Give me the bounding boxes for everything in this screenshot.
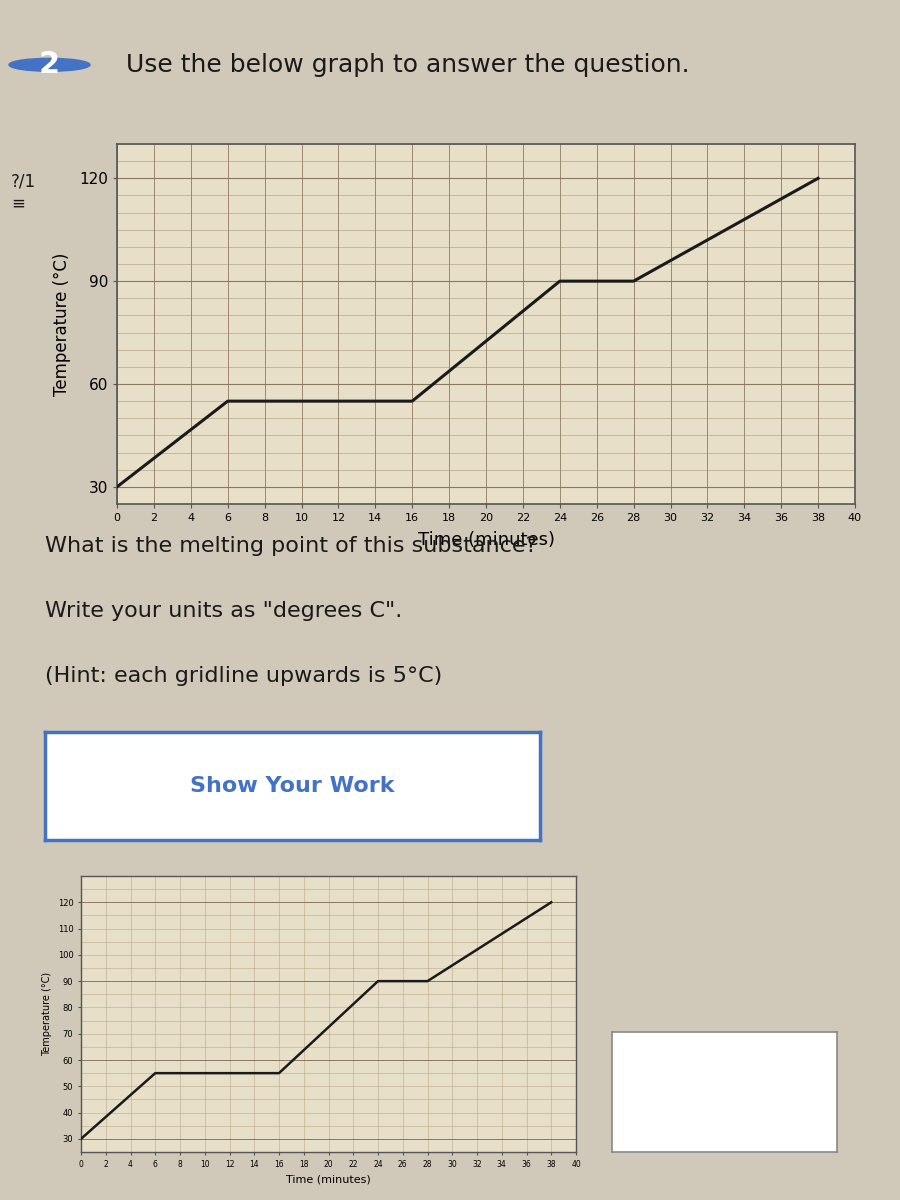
Y-axis label: Temperature (°C): Temperature (°C): [42, 972, 52, 1056]
Circle shape: [9, 59, 90, 71]
Text: Use the below graph to answer the question.: Use the below graph to answer the questi…: [126, 53, 689, 77]
Text: ?/1: ?/1: [11, 173, 36, 191]
Y-axis label: Temperature (°C): Temperature (°C): [53, 252, 71, 396]
X-axis label: Time (minutes): Time (minutes): [286, 1174, 371, 1184]
X-axis label: Time (minutes): Time (minutes): [418, 532, 554, 550]
Text: ≡: ≡: [11, 194, 24, 212]
Text: Show Your Work: Show Your Work: [190, 776, 395, 796]
Text: (Hint: each gridline upwards is 5°C): (Hint: each gridline upwards is 5°C): [45, 666, 442, 686]
Text: Write your units as "degrees C".: Write your units as "degrees C".: [45, 601, 402, 622]
Text: 2: 2: [39, 50, 60, 79]
Text: What is the melting point of this substance?: What is the melting point of this substa…: [45, 536, 537, 557]
